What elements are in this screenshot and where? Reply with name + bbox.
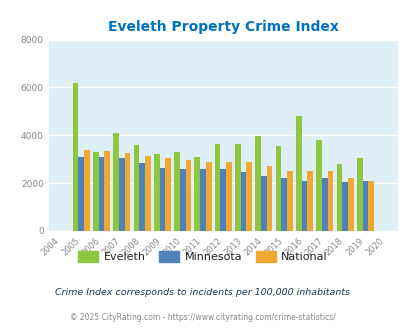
Title: Eveleth Property Crime Index: Eveleth Property Crime Index (108, 20, 338, 34)
Bar (246, 162, 252, 231)
Bar (341, 182, 347, 231)
Bar (307, 171, 312, 231)
Bar (367, 181, 373, 231)
Bar (295, 116, 301, 231)
Bar (321, 178, 327, 231)
Bar (214, 144, 220, 231)
Bar (194, 157, 200, 231)
Bar (356, 158, 362, 231)
Bar (153, 154, 159, 231)
Bar (255, 137, 260, 231)
Bar (174, 152, 179, 231)
Bar (165, 158, 171, 231)
Bar (220, 169, 226, 231)
Bar (286, 171, 292, 231)
Legend: Eveleth, Minnesota, National: Eveleth, Minnesota, National (74, 247, 331, 266)
Bar (240, 172, 246, 231)
Bar (104, 151, 110, 231)
Bar (113, 133, 119, 231)
Text: © 2025 CityRating.com - https://www.cityrating.com/crime-statistics/: © 2025 CityRating.com - https://www.city… (70, 313, 335, 322)
Bar (275, 146, 281, 231)
Bar (315, 140, 321, 231)
Bar (266, 166, 272, 231)
Bar (179, 169, 185, 231)
Bar (119, 158, 124, 231)
Text: Crime Index corresponds to incidents per 100,000 inhabitants: Crime Index corresponds to incidents per… (55, 287, 350, 297)
Bar (93, 152, 98, 231)
Bar (362, 181, 367, 231)
Bar (226, 162, 231, 231)
Bar (260, 176, 266, 231)
Bar (200, 169, 205, 231)
Bar (124, 153, 130, 231)
Bar (98, 157, 104, 231)
Bar (185, 160, 191, 231)
Bar (84, 150, 90, 231)
Bar (145, 156, 150, 231)
Bar (281, 178, 286, 231)
Bar (205, 162, 211, 231)
Bar (133, 145, 139, 231)
Bar (234, 144, 240, 231)
Bar (347, 178, 353, 231)
Bar (139, 163, 145, 231)
Bar (159, 168, 165, 231)
Bar (301, 181, 307, 231)
Bar (78, 157, 84, 231)
Bar (72, 83, 78, 231)
Bar (336, 164, 341, 231)
Bar (327, 171, 333, 231)
